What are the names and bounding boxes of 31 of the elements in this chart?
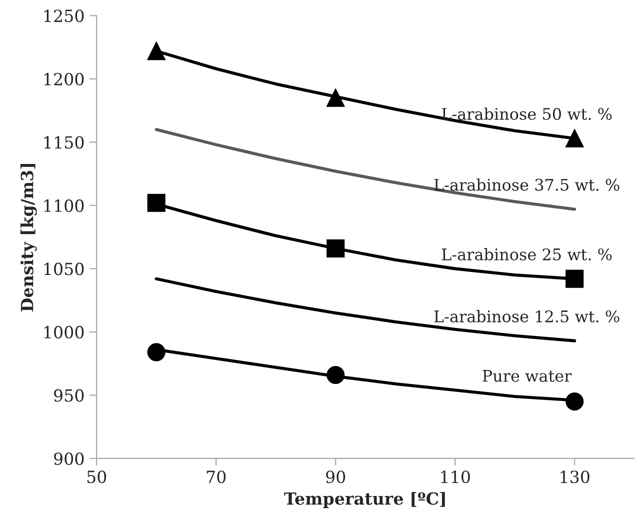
point bbox=[566, 270, 584, 288]
x-tick-label: 110 bbox=[441, 470, 470, 484]
line-series bbox=[154, 128, 576, 211]
x-tick-label: 70 bbox=[206, 470, 226, 484]
y-tick-label: 1150 bbox=[44, 136, 84, 149]
y-tick-label: 900 bbox=[54, 452, 84, 466]
series-label: Pure water bbox=[482, 370, 572, 382]
series-label: L-arabinose 12.5 wt. % bbox=[434, 310, 620, 322]
x-tick-label: 130 bbox=[560, 470, 590, 484]
y-tick-label: 1100 bbox=[44, 199, 84, 212]
point bbox=[566, 129, 584, 148]
y-tick-label: 1050 bbox=[44, 262, 84, 276]
y-tick-label: 950 bbox=[54, 389, 84, 402]
x-tick-label: 50 bbox=[87, 470, 106, 484]
x-axis-title: Temperature [ºC] bbox=[284, 492, 445, 508]
line-series bbox=[154, 277, 576, 342]
point bbox=[147, 194, 166, 212]
series-label: L-arabinose 37.5 wt. % bbox=[434, 178, 620, 191]
point bbox=[147, 42, 166, 60]
point bbox=[326, 88, 345, 107]
series-label: L-arabinose 50 wt. % bbox=[442, 108, 612, 120]
point bbox=[326, 239, 345, 258]
y-tick-label: 1250 bbox=[44, 10, 84, 22]
y-tick-label: 1000 bbox=[44, 326, 84, 339]
point bbox=[147, 343, 166, 362]
point bbox=[566, 392, 584, 411]
series-label: L-arabinose 25 wt. % bbox=[442, 248, 612, 260]
y-axis-title: Density [kg/m3] bbox=[20, 164, 37, 312]
point bbox=[326, 366, 345, 384]
y-tick-label: 1200 bbox=[44, 72, 84, 86]
x-tick-label: 90 bbox=[326, 470, 346, 484]
